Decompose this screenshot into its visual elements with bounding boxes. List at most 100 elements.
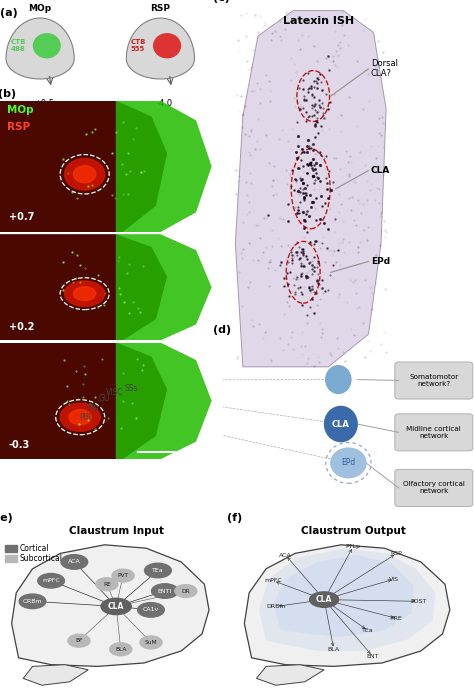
Text: (a): (a) [0, 8, 18, 18]
Polygon shape [127, 18, 194, 79]
Text: (b): (b) [0, 89, 16, 99]
Text: Olfactory cortical
network: Olfactory cortical network [403, 482, 465, 494]
Polygon shape [11, 545, 209, 666]
Text: (f): (f) [228, 512, 243, 523]
Text: TEa: TEa [362, 628, 374, 633]
Text: CLA: CLA [371, 166, 391, 175]
Ellipse shape [110, 643, 132, 656]
Text: EPd: EPd [341, 459, 356, 468]
Text: VIS: VIS [389, 577, 399, 582]
Text: POST: POST [410, 599, 427, 604]
Polygon shape [23, 665, 88, 685]
Polygon shape [273, 555, 413, 637]
Text: GU: GU [99, 394, 110, 403]
Polygon shape [245, 545, 450, 666]
Text: SSs: SSs [125, 384, 138, 393]
Text: Cortical: Cortical [20, 544, 49, 553]
Text: ENTl: ENTl [158, 589, 172, 593]
Text: RSP: RSP [391, 551, 402, 556]
Text: +0.7: +0.7 [9, 212, 34, 222]
Text: PRE: PRE [391, 616, 402, 621]
Text: PVT: PVT [118, 573, 128, 578]
Ellipse shape [154, 34, 181, 58]
Ellipse shape [61, 554, 88, 569]
Text: ORBm: ORBm [23, 599, 42, 604]
Text: RSP: RSP [7, 122, 30, 131]
Text: ACA: ACA [279, 553, 292, 558]
Text: CTB
488: CTB 488 [10, 39, 26, 52]
Ellipse shape [64, 281, 105, 306]
Bar [5, 555, 18, 562]
Polygon shape [0, 234, 167, 340]
Text: DRBm: DRBm [266, 604, 285, 609]
Ellipse shape [175, 584, 197, 598]
Text: mPFC: mPFC [264, 578, 282, 583]
Text: +0.5: +0.5 [35, 99, 55, 108]
Text: RSP: RSP [150, 3, 170, 13]
Text: Latexin ISH: Latexin ISH [283, 16, 354, 26]
Ellipse shape [112, 569, 134, 582]
FancyBboxPatch shape [395, 414, 473, 451]
Text: CLA: CLA [332, 419, 350, 428]
Ellipse shape [140, 636, 162, 649]
Polygon shape [116, 234, 211, 340]
Text: CTB
555: CTB 555 [130, 39, 146, 52]
Bar [5, 545, 18, 552]
Text: TEa: TEa [152, 568, 164, 573]
Polygon shape [259, 548, 435, 651]
Polygon shape [256, 665, 324, 685]
FancyBboxPatch shape [395, 362, 473, 399]
Ellipse shape [73, 287, 96, 301]
Text: CA1v: CA1v [143, 607, 159, 612]
Ellipse shape [68, 634, 90, 647]
Ellipse shape [310, 592, 338, 607]
Text: mPFC: mPFC [42, 578, 60, 583]
Polygon shape [0, 343, 167, 459]
Text: (c): (c) [213, 0, 229, 3]
Text: BLA: BLA [115, 647, 127, 651]
Ellipse shape [38, 573, 64, 588]
Polygon shape [0, 101, 167, 232]
Text: EPd: EPd [371, 257, 390, 266]
Text: BF: BF [75, 638, 82, 643]
Text: MOp: MOp [28, 3, 52, 13]
Text: PIR: PIR [80, 413, 91, 422]
Polygon shape [6, 18, 74, 79]
Text: CLA: CLA [108, 602, 124, 611]
Polygon shape [116, 101, 211, 232]
Ellipse shape [60, 403, 100, 431]
Text: Dorsal
CLA?: Dorsal CLA? [371, 59, 398, 78]
Ellipse shape [33, 34, 60, 58]
Ellipse shape [64, 159, 105, 190]
Ellipse shape [152, 584, 178, 598]
Text: MOp: MOp [7, 105, 33, 115]
Text: -0.3: -0.3 [9, 440, 30, 450]
Text: RE: RE [103, 582, 111, 586]
Text: BLA: BLA [328, 647, 340, 651]
Polygon shape [235, 10, 386, 367]
Text: Somatomotor
network?: Somatomotor network? [409, 374, 458, 387]
Text: (e): (e) [0, 512, 13, 523]
Text: Claustrum Output: Claustrum Output [301, 526, 406, 536]
Text: Claustrum Input: Claustrum Input [69, 526, 164, 536]
Text: ACA: ACA [68, 559, 81, 564]
Ellipse shape [326, 366, 351, 394]
Ellipse shape [325, 406, 357, 442]
Text: ENT: ENT [366, 654, 379, 658]
Text: Midline cortical
network: Midline cortical network [406, 426, 461, 439]
Text: VISC: VISC [106, 387, 123, 396]
Ellipse shape [19, 594, 46, 609]
Text: +0.2: +0.2 [9, 322, 34, 332]
Text: CLA: CLA [316, 595, 332, 604]
Text: DR: DR [182, 589, 190, 593]
Ellipse shape [73, 166, 96, 182]
Text: (d): (d) [213, 325, 231, 335]
Text: AIp: AIp [87, 403, 99, 412]
Ellipse shape [137, 603, 164, 617]
Ellipse shape [331, 448, 366, 477]
Ellipse shape [96, 578, 118, 591]
Ellipse shape [69, 410, 91, 425]
Polygon shape [116, 343, 211, 459]
Text: SuM: SuM [145, 640, 157, 645]
Text: PTLp: PTLp [346, 544, 361, 549]
